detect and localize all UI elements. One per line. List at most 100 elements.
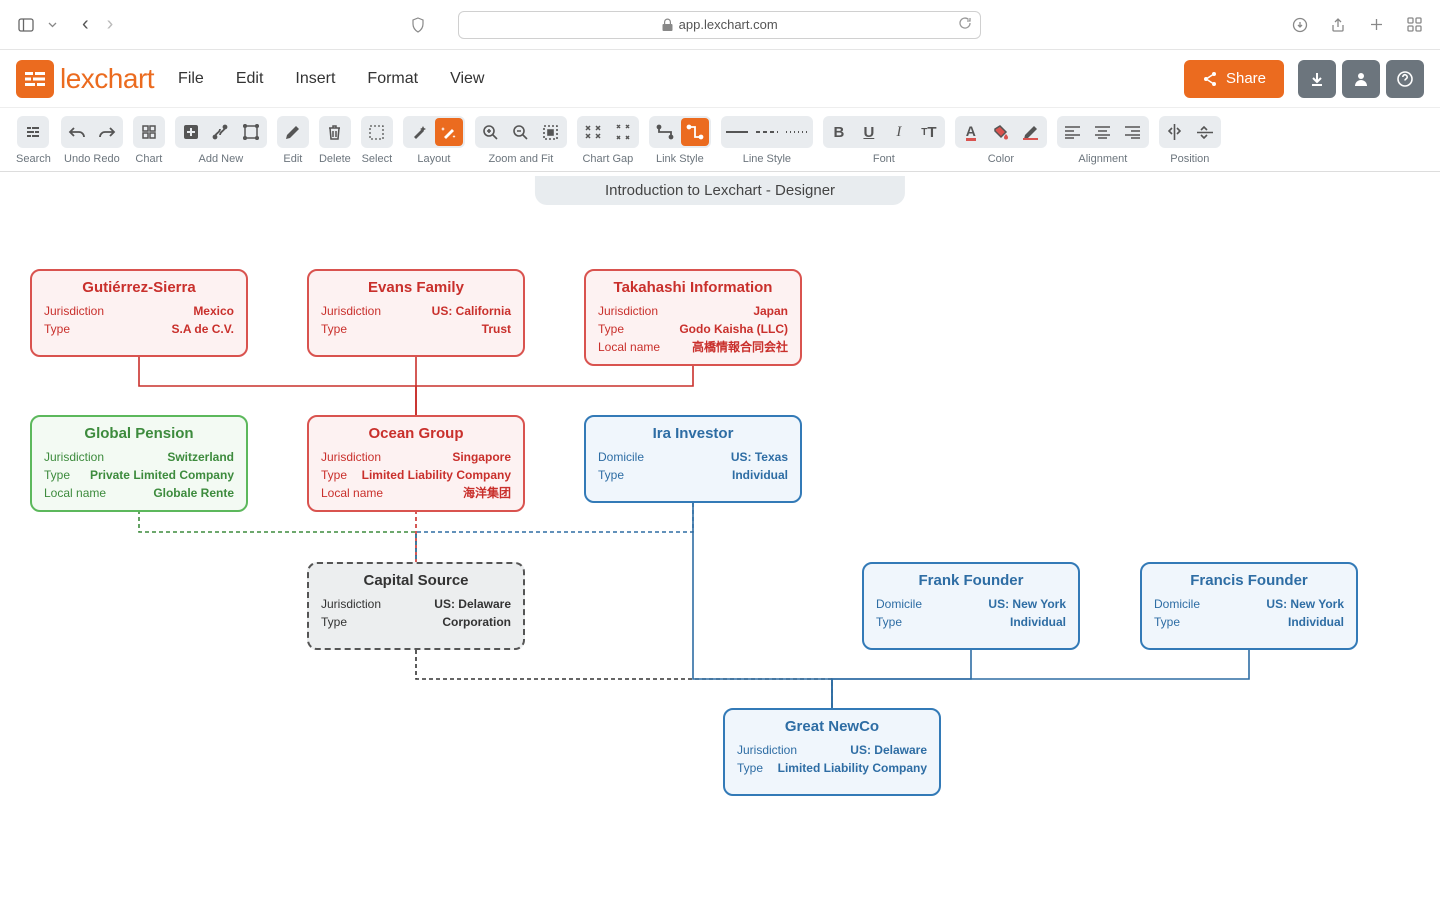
tool-group-label: Select: [362, 153, 393, 165]
menu-edit[interactable]: Edit: [236, 70, 264, 88]
download-button[interactable]: [1298, 60, 1336, 98]
tool-group-label: Search: [16, 153, 51, 165]
toolbar: SearchUndo RedoChartAdd NewEditDeleteSel…: [0, 108, 1440, 172]
add-box-icon[interactable]: [177, 118, 205, 146]
document-title[interactable]: Introduction to Lexchart - Designer: [535, 176, 905, 205]
menu-view[interactable]: View: [450, 70, 484, 88]
new-tab-icon[interactable]: [1364, 13, 1388, 37]
undo-icon[interactable]: [63, 118, 91, 146]
fill-color-icon[interactable]: [987, 118, 1015, 146]
menu-file[interactable]: File: [178, 70, 204, 88]
tool-group-label: Chart Gap: [582, 153, 633, 165]
tool-group-line-style: Line Style: [721, 116, 813, 165]
menu-format[interactable]: Format: [367, 70, 418, 88]
node-row: JurisdictionMexico: [44, 302, 234, 320]
add-link-icon[interactable]: [207, 118, 235, 146]
back-button[interactable]: ‹: [82, 13, 89, 36]
node-row: DomicileUS: Texas: [598, 448, 788, 466]
align-left-icon[interactable]: [1059, 118, 1087, 146]
node-frank[interactable]: Frank FounderDomicileUS: New YorkTypeInd…: [862, 562, 1080, 650]
edge-ira-newco[interactable]: [693, 503, 832, 708]
node-global[interactable]: Global PensionJurisdictionSwitzerlandTyp…: [30, 415, 248, 512]
share-icon[interactable]: [1326, 13, 1350, 37]
node-title: Francis Founder: [1154, 572, 1344, 589]
url-bar[interactable]: app.lexchart.com: [458, 11, 981, 39]
bold-icon[interactable]: B: [825, 118, 853, 146]
link-ortho-icon[interactable]: [651, 118, 679, 146]
add-text-icon[interactable]: [237, 118, 265, 146]
edge-frank-newco[interactable]: [832, 650, 971, 708]
sidebar-toggle-icon[interactable]: [14, 13, 38, 37]
align-center-icon[interactable]: [1089, 118, 1117, 146]
menu-insert[interactable]: Insert: [295, 70, 335, 88]
reload-icon[interactable]: [958, 16, 972, 33]
logo[interactable]: lexchart: [16, 60, 154, 98]
user-button[interactable]: [1342, 60, 1380, 98]
auto-layout-icon[interactable]: [435, 118, 463, 146]
search-icon[interactable]: [19, 118, 47, 146]
node-ira[interactable]: Ira InvestorDomicileUS: TexasTypeIndivid…: [584, 415, 802, 503]
trash-icon[interactable]: [321, 118, 349, 146]
app-top-bar: lexchart File Edit Insert Format View Sh…: [0, 50, 1440, 108]
node-evans[interactable]: Evans FamilyJurisdictionUS: CaliforniaTy…: [307, 269, 525, 357]
italic-icon[interactable]: I: [885, 118, 913, 146]
share-button[interactable]: Share: [1184, 60, 1284, 98]
forward-button[interactable]: ›: [107, 13, 114, 36]
node-title: Ira Investor: [598, 425, 788, 442]
tabs-grid-icon[interactable]: [1402, 13, 1426, 37]
node-newco[interactable]: Great NewCoJurisdictionUS: DelawareTypeL…: [723, 708, 941, 796]
zoom-out-icon[interactable]: [507, 118, 535, 146]
tool-group-chart-gap: Chart Gap: [577, 116, 639, 165]
node-ocean[interactable]: Ocean GroupJurisdictionSingaporeTypeLimi…: [307, 415, 525, 512]
select-icon[interactable]: [363, 118, 391, 146]
node-title: Ocean Group: [321, 425, 511, 442]
align-right-icon[interactable]: [1119, 118, 1147, 146]
tool-group-delete: Delete: [319, 116, 351, 165]
node-title: Great NewCo: [737, 718, 927, 735]
tool-group-label: Chart: [135, 153, 162, 165]
edge-gutierrez-ocean[interactable]: [139, 357, 416, 415]
download-icon[interactable]: [1288, 13, 1312, 37]
node-takahashi[interactable]: Takahashi InformationJurisdictionJapanTy…: [584, 269, 802, 366]
shield-icon[interactable]: [406, 13, 430, 37]
edge-capital-newco[interactable]: [416, 650, 832, 708]
node-row: TypeS.A de C.V.: [44, 320, 234, 338]
gap-v-icon[interactable]: [609, 118, 637, 146]
text-color-icon[interactable]: A: [957, 118, 985, 146]
underline-icon[interactable]: U: [855, 118, 883, 146]
node-row: DomicileUS: New York: [876, 595, 1066, 613]
node-francis[interactable]: Francis FounderDomicileUS: New YorkTypeI…: [1140, 562, 1358, 650]
position-v-icon[interactable]: [1161, 118, 1189, 146]
browser-chrome: ‹ › app.lexchart.com: [0, 0, 1440, 50]
link-step-icon[interactable]: [681, 118, 709, 146]
line-dashed-icon[interactable]: [753, 118, 781, 146]
chart-canvas[interactable]: Introduction to Lexchart - Designer Guti…: [0, 172, 1440, 900]
tool-group-position: Position: [1159, 116, 1221, 165]
tool-group-label: Position: [1170, 153, 1209, 165]
position-h-icon[interactable]: [1191, 118, 1219, 146]
text-size-icon[interactable]: TT: [915, 118, 943, 146]
wand-icon[interactable]: [405, 118, 433, 146]
node-row: TypeLimited Liability Company: [737, 759, 927, 777]
tool-group-label: Font: [873, 153, 895, 165]
node-title: Capital Source: [321, 572, 511, 589]
gap-h-icon[interactable]: [579, 118, 607, 146]
line-solid-icon[interactable]: [723, 118, 751, 146]
redo-icon[interactable]: [93, 118, 121, 146]
node-capital[interactable]: Capital SourceJurisdictionUS: DelawareTy…: [307, 562, 525, 650]
main-menu: File Edit Insert Format View: [178, 70, 484, 88]
help-button[interactable]: [1386, 60, 1424, 98]
node-gutierrez[interactable]: Gutiérrez-SierraJurisdictionMexicoTypeS.…: [30, 269, 248, 357]
grid-icon[interactable]: [135, 118, 163, 146]
line-dotted-icon[interactable]: [783, 118, 811, 146]
tool-group-label: Layout: [417, 153, 450, 165]
border-color-icon[interactable]: [1017, 118, 1045, 146]
node-row: JurisdictionSingapore: [321, 448, 511, 466]
pencil-icon[interactable]: [279, 118, 307, 146]
fit-icon[interactable]: [537, 118, 565, 146]
edge-francis-newco[interactable]: [832, 650, 1249, 708]
share-nodes-icon: [1202, 71, 1218, 87]
zoom-in-icon[interactable]: [477, 118, 505, 146]
chevron-down-icon[interactable]: [46, 13, 58, 37]
tool-group-edit: Edit: [277, 116, 309, 165]
